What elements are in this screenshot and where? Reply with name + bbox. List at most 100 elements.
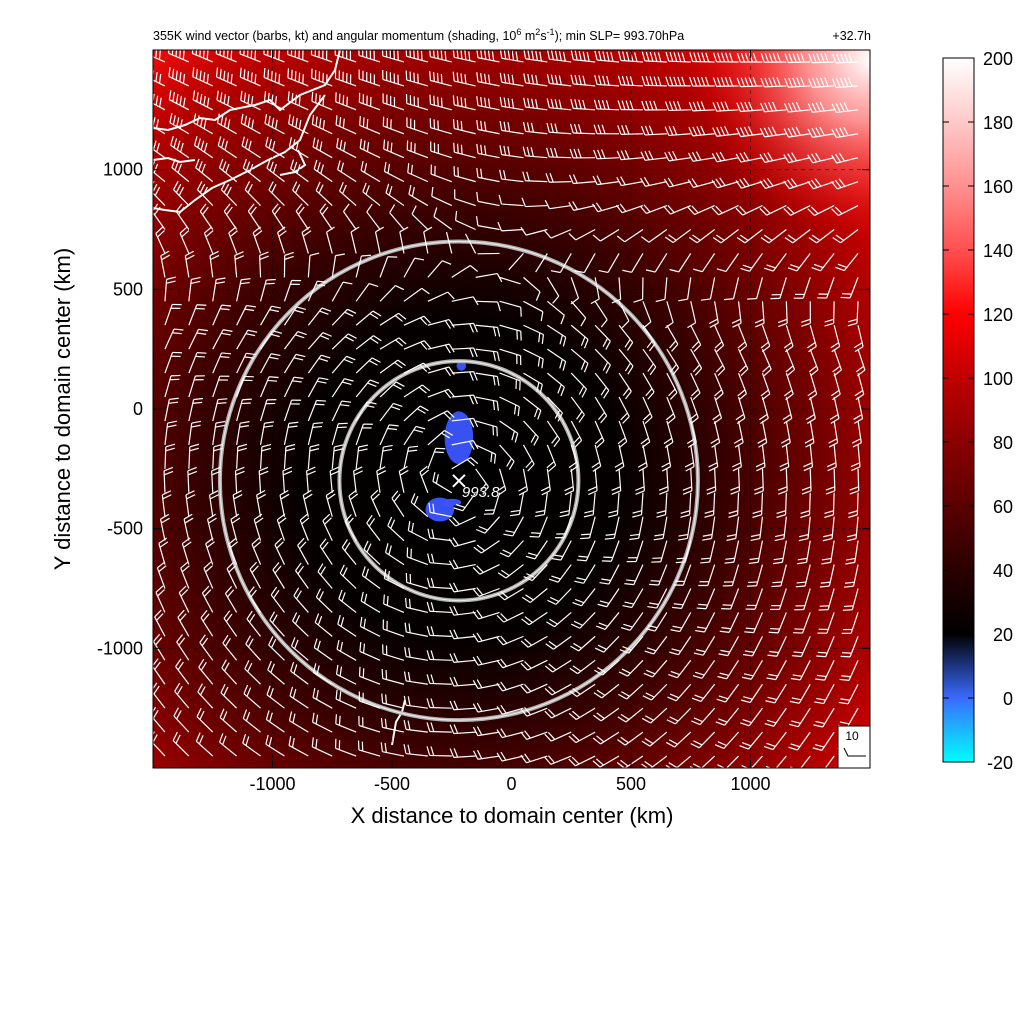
wind-barb: [739, 731, 763, 750]
wind-barb: [815, 660, 835, 681]
barb-feather: [269, 309, 279, 313]
barb-feather: [382, 448, 393, 452]
barb-feather: [819, 102, 825, 112]
barb-feather: [153, 709, 159, 719]
wind-barb: [196, 181, 214, 206]
barb-feather: [322, 119, 325, 130]
barb-staff: [732, 277, 740, 299]
wind-barb: [222, 634, 238, 661]
wind-barb: [735, 126, 763, 138]
barb-feather: [394, 361, 403, 369]
wind-barb: [472, 632, 500, 643]
wind-barb: [716, 683, 740, 703]
barb-feather: [691, 388, 699, 397]
barb-feather: [407, 163, 410, 173]
wind-barb: [790, 660, 811, 681]
barb-feather: [726, 537, 736, 541]
barb-feather: [654, 533, 664, 537]
barb-feather: [839, 127, 845, 137]
wind-barb: [196, 707, 214, 733]
barb-feather: [784, 237, 794, 244]
barb-feather: [319, 141, 323, 151]
barb-feather: [509, 513, 520, 517]
wind-barb: [564, 468, 575, 496]
barb-feather: [546, 461, 555, 469]
barb-feather: [549, 618, 558, 625]
barb-feather: [664, 101, 670, 111]
barb-feather: [206, 73, 209, 84]
barb-feather: [496, 614, 505, 623]
barb-feather: [153, 682, 158, 690]
wind-barb: [733, 420, 744, 448]
barb-feather: [298, 72, 301, 83]
barb-feather: [527, 73, 531, 84]
barb-staff: [477, 225, 500, 231]
wind-barb: [712, 126, 739, 137]
barb-feather: [380, 717, 384, 728]
wind-barb: [841, 612, 859, 634]
barb-feather: [764, 77, 769, 87]
wind-barb: [476, 143, 500, 159]
barb-feather: [269, 356, 279, 360]
barb-feather: [318, 357, 329, 362]
barb-feather: [551, 575, 561, 580]
barb-feather: [580, 360, 586, 370]
barb-feather: [346, 517, 354, 526]
barb-feather: [454, 210, 458, 221]
barb-feather: [383, 139, 386, 150]
barb-feather: [588, 490, 598, 496]
wind-barb: [503, 516, 524, 537]
barb-feather: [551, 557, 562, 561]
barb-feather: [677, 76, 682, 87]
barb-feather: [265, 282, 275, 285]
wind-barb: [197, 683, 214, 709]
barb-feather: [444, 390, 452, 399]
barb-staff: [451, 296, 474, 302]
wind-barb: [232, 490, 243, 517]
barb-feather: [597, 667, 606, 673]
barb-feather: [700, 298, 711, 301]
barb-feather: [469, 265, 479, 272]
barb-feather: [408, 184, 412, 195]
wind-barb: [854, 372, 865, 401]
wind-barb: [385, 183, 405, 207]
barb-staff: [575, 228, 596, 241]
barb-feather: [581, 533, 591, 536]
barb-feather: [268, 636, 274, 646]
barb-feather: [620, 412, 628, 421]
barb-feather: [221, 304, 232, 307]
barb-feather: [757, 438, 767, 444]
barb-feather: [664, 152, 670, 162]
barb-feather: [562, 337, 567, 347]
barb-feather: [469, 395, 474, 405]
barb-feather: [315, 689, 319, 700]
barb-feather: [643, 412, 651, 421]
wind-barb: [779, 444, 790, 472]
barb-feather: [838, 178, 846, 187]
wind-barb: [642, 301, 652, 329]
wind-barb: [719, 612, 740, 633]
wind-barb: [268, 636, 285, 661]
barb-feather: [554, 74, 558, 85]
wind-barb: [448, 537, 476, 548]
barb-feather: [247, 586, 255, 595]
barb-feather: [220, 683, 226, 694]
wind-barb: [263, 67, 285, 87]
barb-feather: [496, 729, 503, 738]
wind-barb: [223, 203, 238, 230]
barb-feather: [316, 399, 326, 402]
barb-feather: [520, 731, 528, 740]
barb-feather: [761, 393, 771, 401]
wind-barb: [642, 396, 653, 424]
barb-feather: [363, 618, 366, 629]
barb-staff: [445, 231, 453, 254]
barb-feather: [362, 117, 365, 127]
barb-feather: [456, 143, 459, 154]
barb-feather: [568, 758, 576, 767]
barb-feather: [832, 53, 837, 64]
barb-feather: [472, 726, 479, 736]
wind-barb: [169, 113, 190, 135]
barb-feather: [449, 724, 455, 734]
wind-barb: [774, 516, 787, 542]
wind-barb: [619, 635, 644, 654]
